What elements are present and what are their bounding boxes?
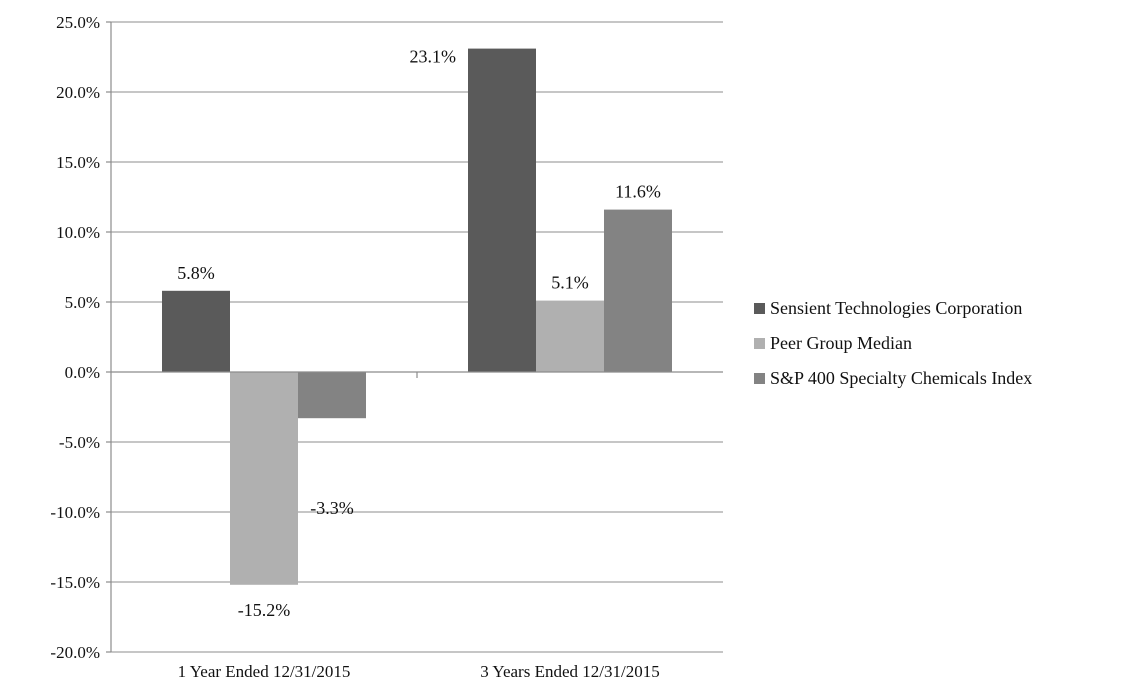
y-tick-label: 20.0%: [56, 83, 100, 102]
y-tick-label: -10.0%: [50, 503, 100, 522]
data-label-series-2-cat-0: -3.3%: [310, 498, 354, 518]
bar-series-1-cat-1: [536, 300, 604, 372]
y-tick-label: 15.0%: [56, 153, 100, 172]
y-tick-label: -5.0%: [59, 433, 100, 452]
data-label-series-1-cat-0: -15.2%: [238, 600, 291, 620]
data-label-series-2-cat-1: 11.6%: [615, 182, 661, 202]
y-tick-label: -20.0%: [50, 643, 100, 662]
y-tick-label: -15.0%: [50, 573, 100, 592]
y-tick-label: 5.0%: [65, 293, 100, 312]
legend-swatch-0: [754, 303, 765, 314]
legend-label-0: Sensient Technologies Corporation: [770, 298, 1022, 318]
bar-series-2-cat-0: [298, 372, 366, 419]
y-tick-label: 25.0%: [56, 13, 100, 32]
legend: Sensient Technologies Corporation Peer Gr…: [754, 298, 1032, 388]
bar-series-2-cat-1: [604, 209, 672, 372]
y-tick-label: 10.0%: [56, 223, 100, 242]
x-category-label: 3 Years Ended 12/31/2015: [480, 662, 659, 681]
legend-label-2: S&P 400 Specialty Chemicals Index: [770, 368, 1032, 388]
bar-series-0-cat-1: [468, 48, 536, 372]
data-label-series-0-cat-1: 23.1%: [410, 47, 457, 67]
bar-series-1-cat-0: [230, 372, 298, 585]
bar-layer: [162, 48, 672, 585]
y-tick-label: 0.0%: [65, 363, 100, 382]
label-layer: 25.0% 20.0% 15.0% 10.0% 5.0% 0.0% -5.0% -10.0% -…: [50, 13, 660, 681]
axis-layer: [106, 21, 723, 653]
data-label-series-1-cat-1: 5.1%: [551, 273, 589, 293]
legend-swatch-1: [754, 338, 765, 349]
legend-label-1: Peer Group Median: [770, 333, 912, 353]
legend-swatch-2: [754, 373, 765, 384]
data-label-series-0-cat-0: 5.8%: [177, 263, 215, 283]
bar-series-0-cat-0: [162, 290, 230, 372]
x-category-label: 1 Year Ended 12/31/2015: [178, 662, 351, 681]
